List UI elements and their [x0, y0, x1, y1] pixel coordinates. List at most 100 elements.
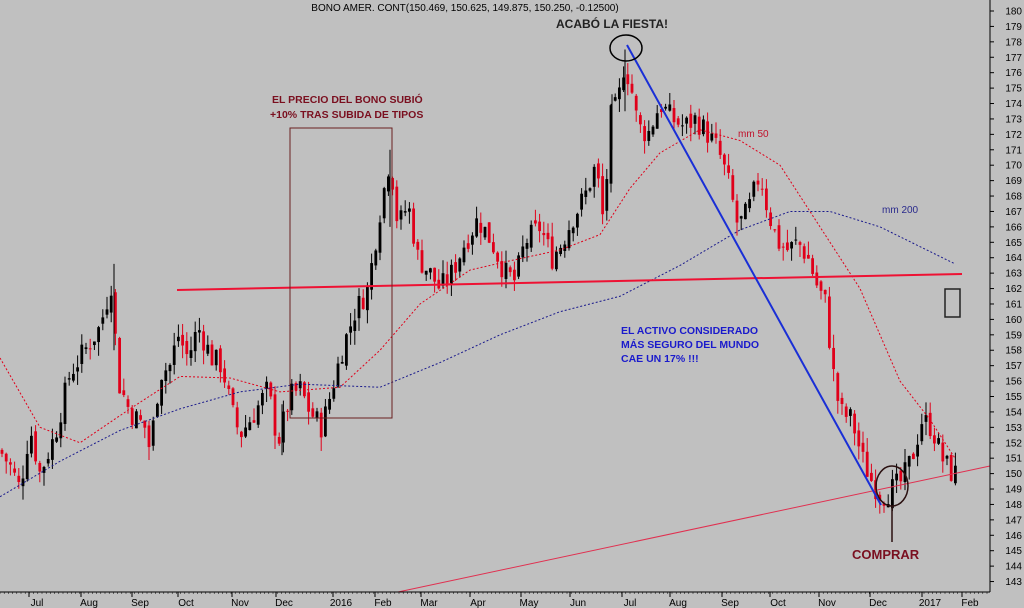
y-tick-label: 153: [1005, 423, 1022, 434]
candle-body: [88, 348, 92, 350]
candle-body: [244, 427, 247, 437]
candle-body: [823, 289, 827, 295]
x-tick-label: Oct: [178, 598, 194, 608]
candle-body: [471, 235, 474, 245]
candle-body: [206, 344, 210, 354]
candle-body: [420, 250, 424, 273]
candle-body: [345, 334, 348, 366]
candle-body: [189, 350, 193, 358]
series-mm-50: [0, 129, 956, 459]
candle-body: [210, 344, 214, 366]
candle-body: [622, 77, 625, 91]
candle-body: [609, 105, 613, 184]
candle-body: [584, 190, 588, 197]
candle-body: [252, 420, 256, 423]
candle-body: [924, 415, 928, 422]
candle-body: [550, 236, 554, 269]
y-tick-label: 146: [1005, 531, 1022, 542]
y-tick-label: 179: [1005, 22, 1022, 33]
y-tick-label: 165: [1005, 238, 1022, 249]
candle-body: [710, 133, 714, 141]
candle-body: [735, 200, 739, 223]
candle-body: [752, 181, 756, 197]
x-tick-label: Dec: [869, 598, 887, 608]
candle-body: [475, 218, 478, 237]
candle-body: [366, 286, 369, 311]
y-tick-label: 160: [1005, 315, 1022, 326]
annotation-rise-2: +10% TRAS SUBIDA DE TIPOS: [270, 109, 423, 121]
candle-body: [454, 262, 457, 273]
candle-body: [655, 113, 659, 129]
candle-body: [114, 292, 117, 334]
x-tick-label: Jun: [570, 598, 586, 608]
candle-body: [681, 125, 684, 127]
candle-body: [853, 413, 856, 434]
candle-body: [298, 381, 302, 389]
candle-body: [353, 320, 357, 332]
candle-body: [374, 250, 378, 266]
candle-body: [618, 87, 621, 100]
peak-circle: [609, 34, 643, 62]
candle-body: [0, 449, 4, 454]
x-tick-label: 2017: [919, 598, 942, 608]
candle-body: [626, 74, 630, 85]
x-tick-label: May: [520, 598, 539, 608]
candle-body: [949, 454, 953, 481]
candle-body: [256, 405, 260, 425]
candle-body: [790, 242, 793, 249]
candle-body: [214, 349, 218, 366]
x-tick-label: Feb: [961, 598, 979, 608]
candle-body: [378, 222, 382, 253]
candle-body: [517, 255, 520, 277]
y-tick-label: 162: [1005, 284, 1022, 295]
candle-body: [286, 410, 289, 412]
candle-body: [46, 458, 50, 464]
candle-body: [164, 370, 168, 382]
candle-body: [693, 115, 697, 124]
candle-body: [891, 479, 894, 509]
candle-body: [685, 117, 688, 124]
candle-body: [340, 361, 344, 364]
y-tick-label: 174: [1005, 99, 1022, 110]
candle-body: [836, 373, 840, 401]
candle-body: [580, 193, 583, 210]
candle-body: [513, 269, 516, 281]
candle-body: [500, 261, 504, 278]
candle-body: [235, 407, 239, 428]
candle-body: [223, 368, 226, 383]
candle-body: [450, 264, 453, 285]
candle-body: [118, 337, 121, 394]
candle-body: [933, 435, 936, 444]
candle-body: [458, 258, 462, 272]
candle-body: [21, 478, 25, 487]
candle-body: [521, 246, 525, 258]
y-tick-label: 143: [1005, 577, 1022, 588]
y-tick-label: 150: [1005, 469, 1022, 480]
candle-body: [756, 180, 760, 185]
candle-body: [277, 436, 281, 444]
y-tick-label: 172: [1005, 130, 1022, 141]
candle-body: [832, 347, 835, 370]
candle-body: [882, 503, 886, 506]
candle-body: [382, 188, 386, 219]
annotation-shapes: [289, 34, 961, 542]
candle-body: [492, 242, 495, 253]
candle-body: [67, 378, 71, 380]
candle-body: [59, 422, 63, 439]
candle-body: [840, 397, 844, 405]
moving-averages: [0, 129, 956, 498]
candle-body: [954, 465, 957, 484]
candle-body: [466, 243, 470, 249]
candle-body: [151, 420, 155, 446]
candle-body: [42, 466, 46, 473]
candle-body: [126, 399, 130, 407]
candle-body: [412, 208, 415, 244]
x-tick-label: Oct: [770, 598, 786, 608]
candle-body: [508, 267, 512, 273]
candle-body: [899, 470, 903, 482]
candle-body: [147, 425, 151, 448]
candle-body: [160, 379, 163, 406]
candle-body: [807, 254, 810, 259]
